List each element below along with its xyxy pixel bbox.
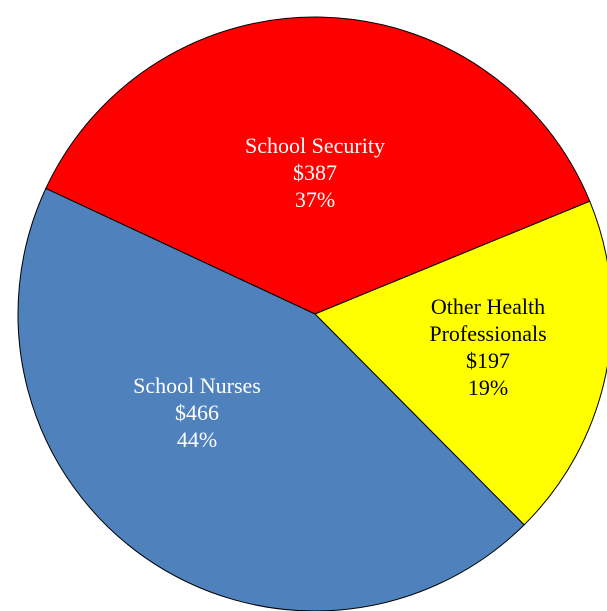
pie-slice (314, 200, 607, 526)
percent-label: 44% (176, 426, 218, 452)
value-label: $197 (466, 348, 510, 373)
category-label: School Nurses (133, 372, 261, 398)
percent-label: 19% (467, 375, 509, 400)
value-label: $466 (175, 399, 219, 425)
slice-label: School Nurses $466 44% (112, 372, 282, 453)
category-label: School Security (245, 132, 385, 158)
slice-label: Other Health Professionals $197 19% (403, 293, 573, 401)
category-label: Other Health Professionals (429, 294, 547, 346)
pie-slice (45, 16, 591, 315)
pie-slice (17, 187, 525, 611)
percent-label: 37% (294, 186, 336, 212)
slice-label: School Security $387 37% (230, 132, 400, 213)
value-label: $387 (293, 159, 337, 185)
